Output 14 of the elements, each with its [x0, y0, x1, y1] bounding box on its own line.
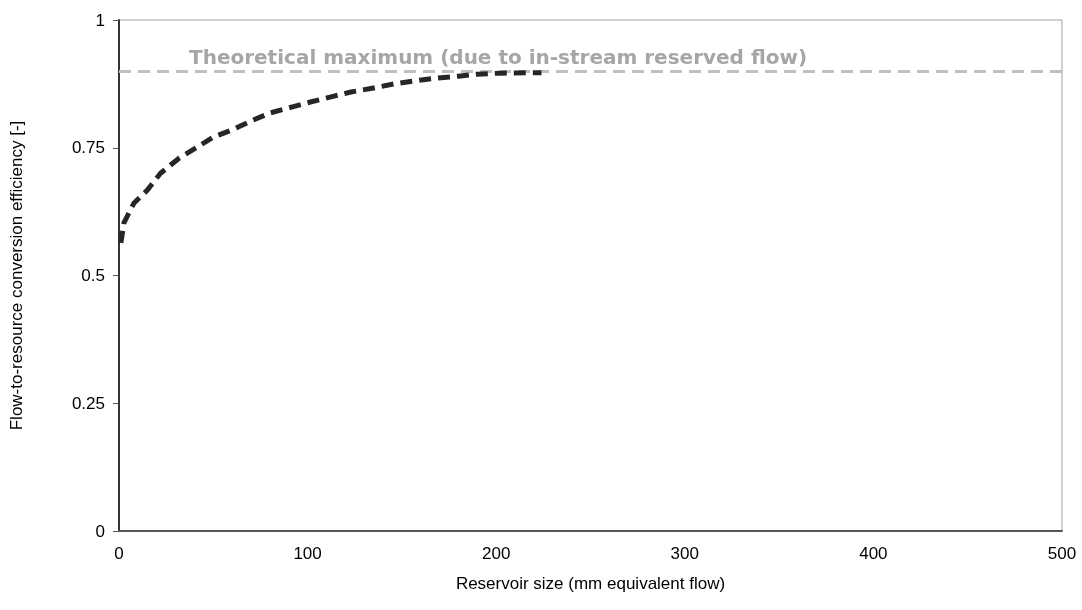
x-axis-title: Reservoir size (mm equivalent flow): [455, 574, 726, 593]
y-tick-label: 1: [95, 10, 105, 30]
y-tick-label: 0.75: [71, 138, 105, 158]
ref-line-label: Theoretical maximum (due to in-stream reserved flow): [189, 45, 808, 70]
x-tick-label: 300: [670, 544, 699, 563]
x-tick-label: 200: [482, 544, 511, 563]
y-tick-label: 0.5: [81, 266, 105, 285]
x-tick-label: 100: [293, 544, 322, 563]
y-tick-label: 0.25: [71, 393, 105, 413]
y-axis-title: Flow-to-resource conversion efficiency [-]: [7, 120, 26, 431]
x-tick-label: 400: [859, 544, 888, 563]
y-tick-label: 0: [95, 521, 105, 541]
x-tick-label: 500: [1047, 544, 1077, 563]
x-tick-label: 0: [114, 544, 124, 563]
